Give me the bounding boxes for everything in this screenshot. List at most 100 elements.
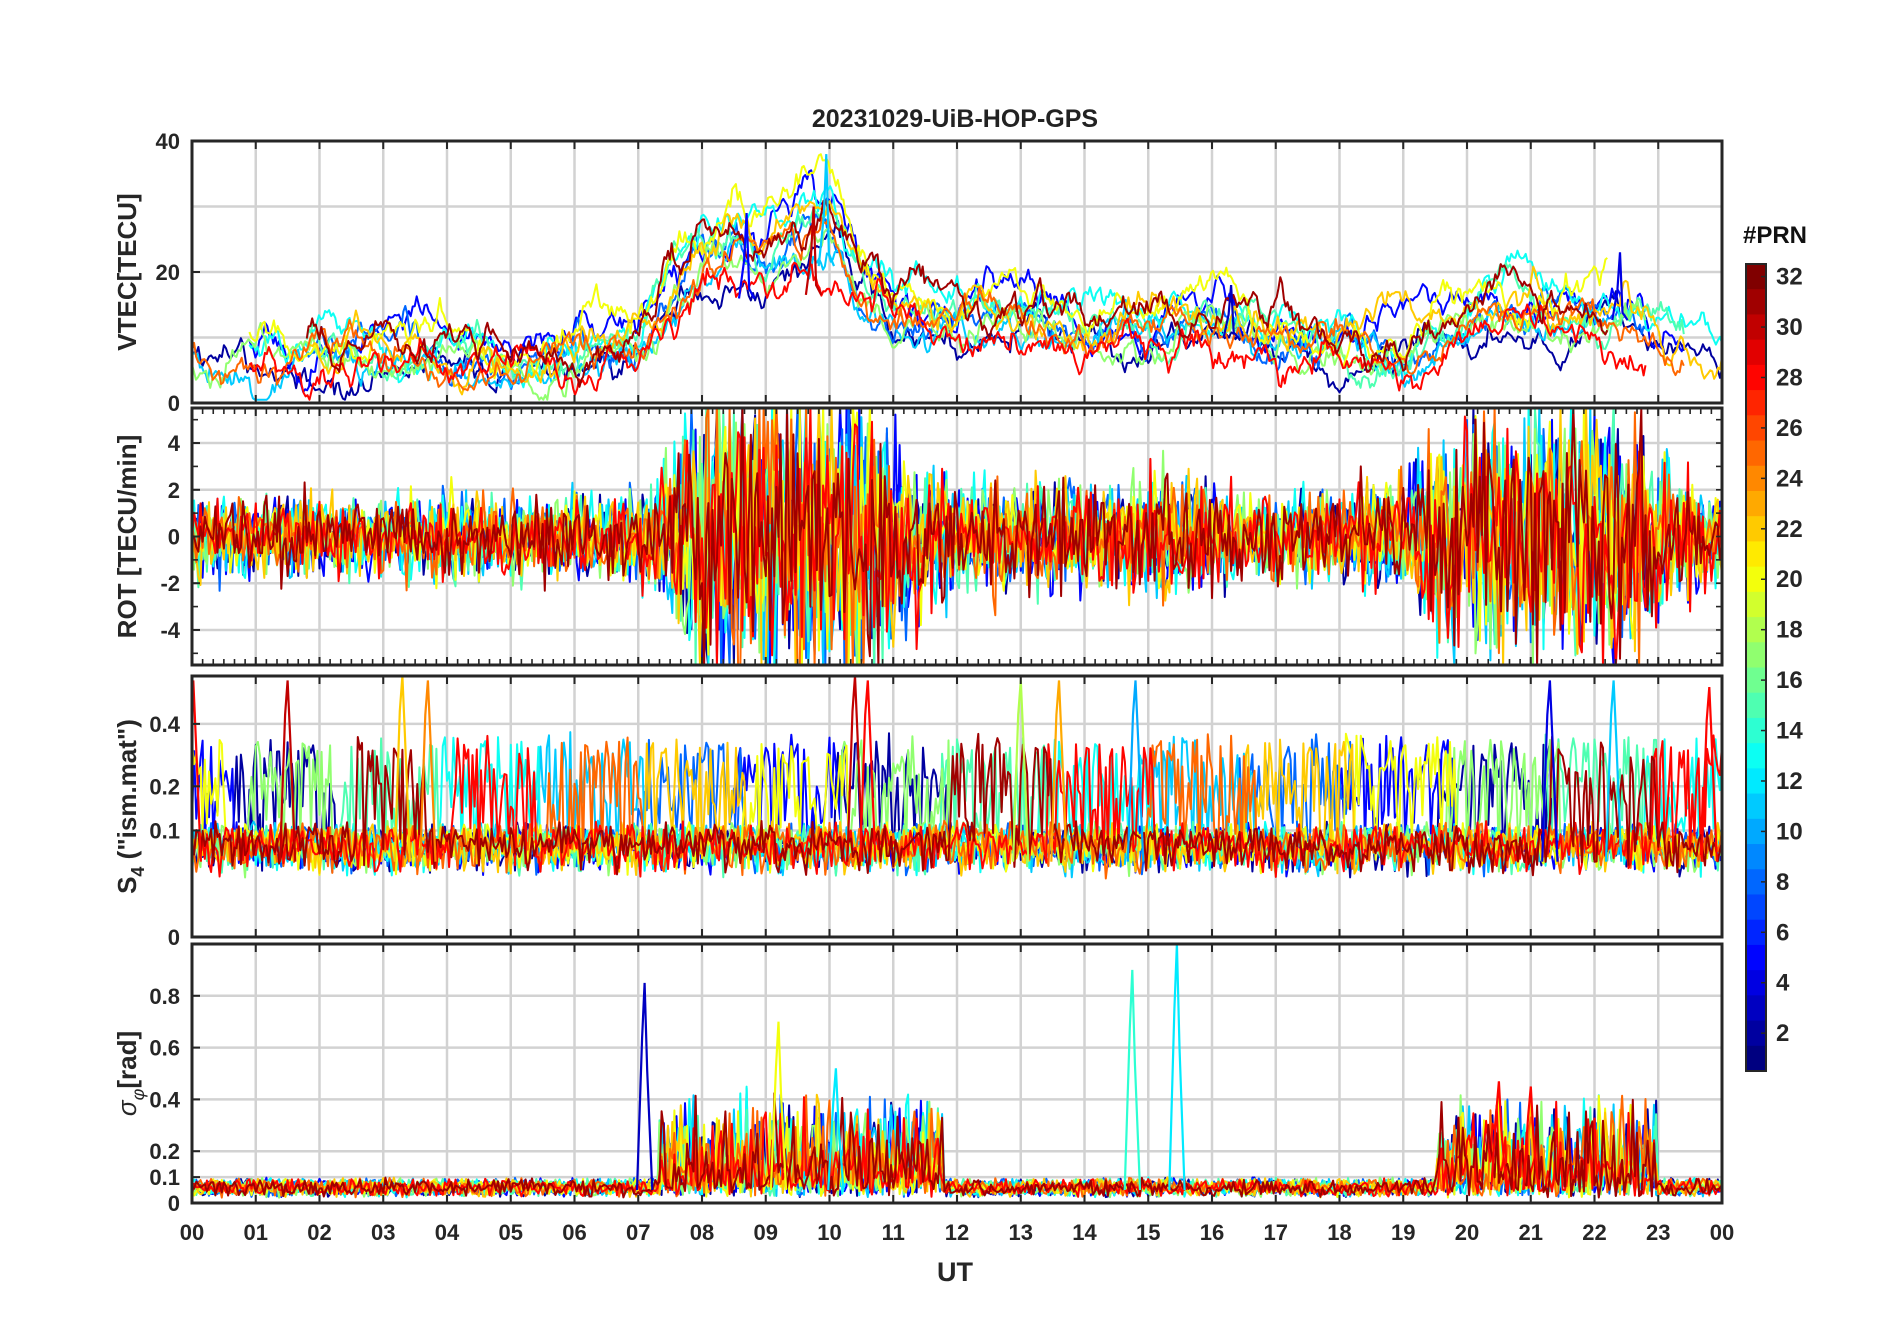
series-group: [192, 153, 1722, 401]
y-tick-label: 0.4: [149, 712, 180, 737]
colorbar-segment: [1746, 692, 1766, 719]
x-axis-label: UT: [937, 1257, 973, 1287]
peak-prn-12: [1168, 944, 1186, 1191]
peak-prn-23: [1050, 680, 1068, 862]
peak-prn-10: [1126, 680, 1145, 862]
x-tick-label: 03: [371, 1220, 395, 1245]
y-axis-label-sub: φ: [128, 1088, 148, 1100]
colorbar-tick-label: 16: [1776, 667, 1803, 694]
y-axis-label: S4 ("ism.mat"): [112, 719, 148, 894]
colorbar-segment: [1746, 541, 1766, 568]
colorbar-tick-label: 2: [1776, 1020, 1789, 1047]
peak-prn-24: [419, 680, 437, 862]
x-tick-label: 06: [562, 1220, 586, 1245]
series-prn-28: [192, 1096, 1722, 1198]
colorbar-segment: [1746, 818, 1766, 845]
y-tick-label: 0.4: [149, 1087, 180, 1112]
peak-prn-28: [1700, 687, 1718, 862]
y-tick-label: 20: [156, 260, 180, 285]
y-tick-label: 0: [168, 1191, 180, 1216]
colorbar-segment: [1746, 339, 1766, 366]
y-axis-label-main: S: [112, 877, 142, 894]
x-tick-label: 00: [180, 1220, 204, 1245]
colorbar-segment: [1746, 314, 1766, 341]
series-group: [192, 676, 1722, 880]
y-tick-label: 0: [168, 391, 180, 416]
colorbar-segment: [1746, 465, 1766, 492]
panel-2: -4 -2 0 2 4 ROT [TECU/min]: [112, 406, 1724, 667]
colorbar-segment: [1746, 390, 1766, 416]
x-tick-label: 13: [1009, 1220, 1033, 1245]
x-tick-label: 11: [882, 1220, 905, 1245]
colorbar-tick-label: 32: [1776, 264, 1803, 291]
y-tick-label: -4: [160, 618, 180, 643]
y-tick-label: 40: [156, 129, 180, 154]
colorbar-segment: [1746, 566, 1766, 593]
colorbar-tick-label: 14: [1776, 718, 1803, 745]
x-tick-label: 18: [1327, 1220, 1351, 1245]
colorbar-segment: [1746, 440, 1766, 467]
x-tick-label: 02: [307, 1220, 331, 1245]
y-tick-label: 0.2: [149, 774, 180, 799]
peak-prn-11: [1604, 680, 1623, 862]
y-axis-label-rest: ("ism.mat"): [112, 719, 142, 866]
y-tick-label: 0.8: [149, 984, 180, 1009]
x-tick-label: 10: [817, 1220, 841, 1245]
colorbar-tick-label: 6: [1776, 919, 1789, 946]
x-tick-label: 21: [1519, 1220, 1543, 1245]
peak-prn-28: [1522, 1086, 1540, 1191]
x-tick-label: 16: [1200, 1220, 1224, 1245]
colorbar-segment: [1746, 415, 1766, 442]
colorbar-segment: [1746, 869, 1766, 896]
peak-prn-28: [859, 680, 877, 862]
peak-prn-20: [769, 1021, 788, 1191]
colorbar-segment: [1746, 364, 1766, 391]
x-tick-label: 04: [435, 1220, 460, 1245]
y-tick-label: 4: [168, 431, 181, 456]
peak-prn-3: [635, 982, 654, 1191]
y-axis-label-sigma: σ: [112, 1099, 142, 1116]
y-axis-label-rest: [rad]: [112, 1031, 142, 1089]
colorbar-segment: [1746, 1020, 1766, 1047]
colorbar-segment: [1746, 617, 1766, 643]
chart-title: 20231029-UiB-HOP-GPS: [812, 105, 1098, 133]
colorbar-segment: [1746, 264, 1766, 290]
x-tick-label: 20: [1455, 1220, 1479, 1245]
colorbar-segment: [1746, 844, 1766, 870]
colorbar-segment: [1746, 743, 1766, 769]
colorbar-tick-label: 30: [1776, 314, 1803, 341]
peak-prn-30: [804, 206, 823, 296]
series-prn-28: [192, 734, 1722, 878]
x-tick-label: 15: [1136, 1220, 1160, 1245]
x-tick-label: 12: [945, 1220, 969, 1245]
x-axis: 00 01 02 03 04 05 06 07 08 09 10 11 12 13 14 15 16 17 18 19…: [180, 1220, 1734, 1245]
peak-prn-3: [1222, 285, 1240, 339]
colorbar-tick-label: 22: [1776, 516, 1803, 543]
colorbar-frame: [1745, 263, 1767, 1072]
panel-3: 00.10.20.4S4 ("ism.mat"): [112, 674, 1724, 950]
peak-prn-4: [1611, 252, 1629, 321]
y-tick-label: 0.1: [149, 1165, 180, 1190]
x-tick-label: 14: [1072, 1220, 1097, 1245]
y-axis-label-sub: 4: [128, 867, 148, 877]
peak-prn-14: [1123, 969, 1142, 1191]
y-tick-label: 0.6: [149, 1036, 180, 1061]
colorbar-segment: [1746, 591, 1766, 618]
x-tick-label: 05: [499, 1220, 523, 1245]
x-tick-label: 22: [1582, 1220, 1606, 1245]
y-tick-label: 0.2: [149, 1139, 180, 1164]
colorbar-segment: [1746, 919, 1766, 946]
peak-prn-30: [846, 676, 864, 862]
colorbar-tick-label: 24: [1776, 465, 1803, 492]
colorbar-tick-label: 8: [1776, 869, 1789, 896]
colorbar-segment: [1746, 793, 1766, 820]
panel-1: 0 20 40 VTEC[TECU]: [112, 129, 1724, 416]
colorbar-segment: [1746, 667, 1766, 694]
series-prn-31: [192, 408, 1722, 665]
colorbar-segment: [1746, 894, 1766, 921]
y-tick-label: 2: [168, 478, 180, 503]
x-tick-label: 07: [626, 1220, 650, 1245]
peak-prn-4: [1541, 680, 1559, 862]
